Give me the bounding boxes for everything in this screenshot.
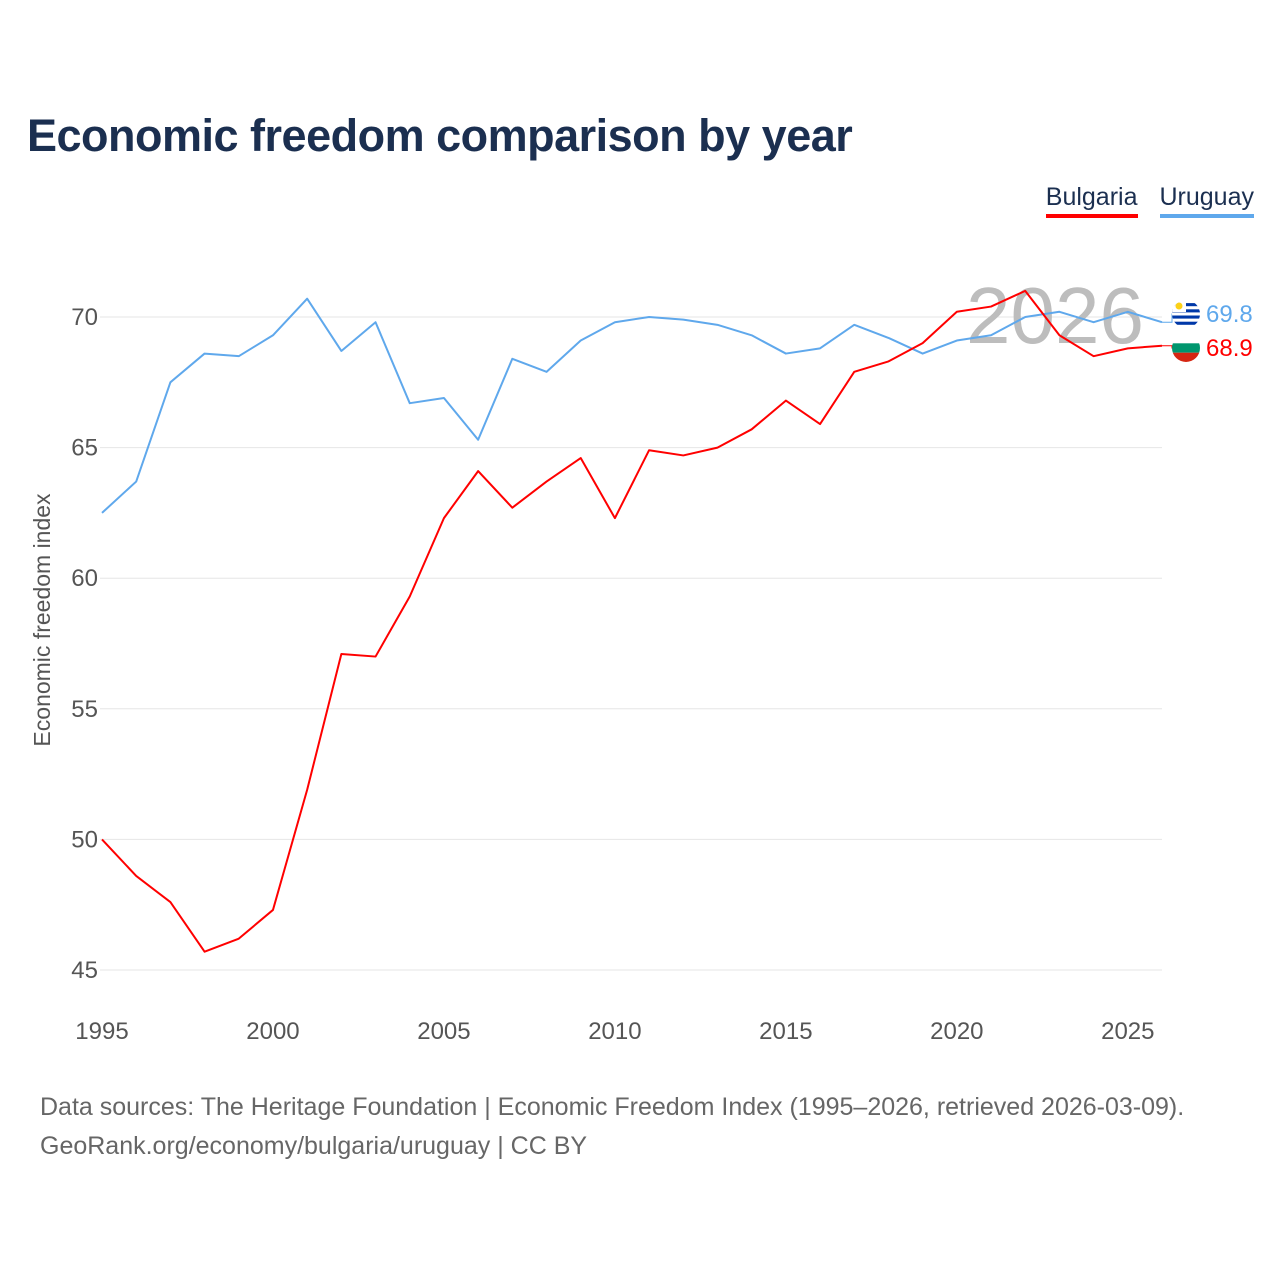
x-tick-label: 2020 [930,1018,983,1045]
x-tick-label: 2010 [588,1018,641,1045]
x-tick-label: 2005 [417,1018,470,1045]
flag-stripe-blue [1172,315,1200,319]
source-line-1: Data sources: The Heritage Foundation | … [40,1093,1185,1121]
flag-stripe-white [1172,334,1200,344]
y-tick-label: 70 [71,304,98,331]
end-value-label: 69.8 [1206,301,1253,328]
y-tick-label: 60 [71,565,98,592]
source-line-2[interactable]: GeoRank.org/economy/bulgaria/uruguay | C… [40,1132,588,1160]
flag-stripe-red [1172,352,1200,362]
bulgaria-flag-icon [1172,334,1200,362]
y-tick-label: 55 [71,696,98,723]
x-tick-label: 2015 [759,1018,812,1045]
y-axis-label: Economic freedom index [29,493,55,747]
flag-body [1172,300,1200,328]
flag-stripe-green [1172,343,1200,353]
y-tick-label: 50 [71,826,98,853]
source-note: Data sources: The Heritage Foundation | … [40,1088,1184,1166]
flag-sun [1175,302,1183,310]
chart-title: Economic freedom comparison by year [27,110,853,161]
flag-body [1172,334,1200,362]
y-tick-label: 65 [71,435,98,462]
end-value-label: 68.9 [1206,335,1253,362]
legend-item-uruguay[interactable]: Uruguay [1159,183,1254,218]
series-line-uruguay[interactable] [101,297,1163,514]
x-tick-label: 2025 [1101,1018,1154,1045]
series-line-bulgaria[interactable] [101,289,1163,953]
legend-item-bulgaria[interactable]: Bulgaria [1045,183,1138,218]
y-tick-label: 45 [71,957,98,984]
x-tick-label: 1995 [75,1018,128,1045]
uruguay-flag-icon [1172,300,1200,328]
flag-stripe-blue [1172,321,1200,325]
x-tick-label: 2000 [246,1018,299,1045]
legend: Bulgaria Uruguay [1045,183,1254,218]
